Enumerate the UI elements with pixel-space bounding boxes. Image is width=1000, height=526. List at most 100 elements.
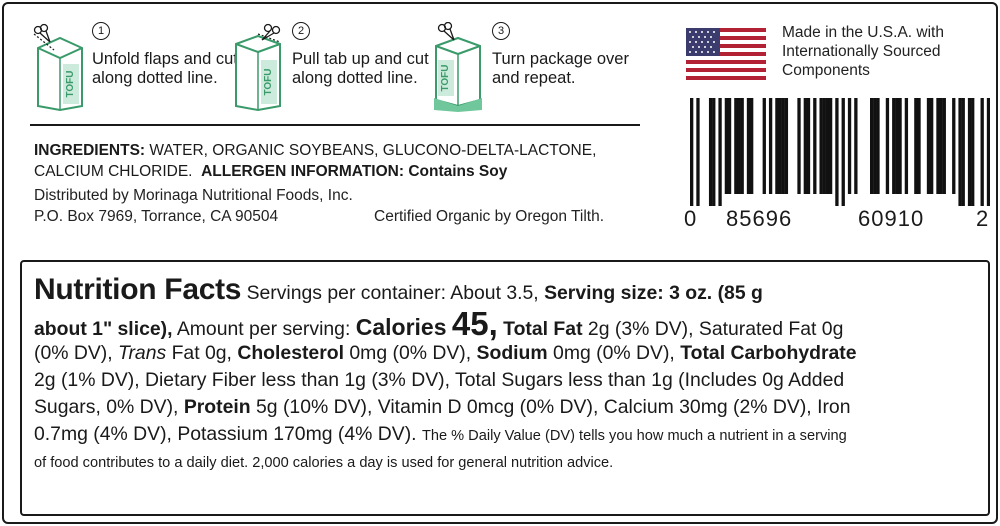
barcode-bar — [828, 98, 833, 194]
barcode-bar — [778, 98, 782, 194]
opening-instructions: TOFU 1 Unfold flaps and cut along dotted… — [30, 18, 640, 114]
iron-potassium-value: 0.7mg (4% DV), Potassium 170mg (4% DV). — [34, 423, 417, 445]
barcode-bar — [825, 98, 830, 194]
tofu-package-icon: TOFU — [434, 22, 482, 112]
organic-certification: Certified Organic by Oregon Tilth. — [374, 208, 605, 225]
distributor-block: Distributed by Morinaga Nutritional Food… — [34, 185, 684, 227]
daily-value-footnote: The % Daily Value (DV) tells you how muc… — [421, 428, 847, 444]
cholesterol-value: 0mg (0% DV), — [349, 342, 472, 364]
step-text: Unfold flaps and cut along dotted line. — [92, 50, 238, 87]
barcode-bar — [803, 98, 807, 194]
barcode-bar — [841, 98, 845, 206]
barcode-bar — [784, 98, 789, 194]
barcode-number-system-digit: 0 — [684, 206, 697, 231]
step-number: 2 — [292, 22, 310, 40]
barcode-bar — [734, 98, 738, 194]
barcode-bar — [750, 98, 754, 194]
ingredients-line-1: INGREDIENTS: WATER, ORGANIC SOYBEANS, GL… — [34, 140, 674, 161]
barcode-bar — [724, 98, 729, 194]
barcode-bar — [835, 98, 839, 206]
tofu-package-icon: TOFU — [33, 23, 83, 112]
barcode-bar — [727, 98, 732, 194]
barcode-left-group: 85696 — [726, 206, 793, 231]
total-fat-label: Total Fat — [503, 318, 583, 340]
barcode-bar — [708, 98, 713, 206]
barcode-bar — [696, 98, 700, 206]
barcode-bar — [781, 98, 785, 194]
barcode-bar — [740, 98, 744, 194]
barcode-bar — [936, 98, 940, 194]
step-text: Turn package over and repeat. — [492, 50, 629, 87]
barcode-right-group: 60910 — [858, 206, 925, 231]
barcode-bar — [967, 98, 972, 206]
tofu-package-icon: TOFU — [235, 23, 281, 112]
barcode-bar — [737, 98, 741, 194]
barcode-bar — [873, 98, 877, 194]
barcode-bar — [819, 98, 823, 194]
ingredients-text-cont: CALCIUM CHLORIDE. — [34, 163, 193, 180]
nutrition-line-6: 0.7mg (4% DV), Potassium 170mg (4% DV). … — [34, 421, 984, 450]
barcode-bar — [971, 98, 975, 206]
barcode-digits: 0 85696 60910 2 — [678, 206, 998, 231]
distributor-row: P.O. Box 7969, Torrance, CA 90504 Certif… — [34, 206, 684, 227]
distributor-address: P.O. Box 7969, Torrance, CA 90504 — [34, 208, 279, 225]
package-brand-text: TOFU — [440, 64, 451, 91]
barcode-bar — [952, 98, 956, 194]
barcode-bar — [898, 98, 902, 194]
protein-value: 5g (10% DV), Vitamin D 0mcg (0% DV), Cal… — [256, 396, 851, 418]
step-number: 1 — [92, 22, 110, 40]
barcode-bar — [914, 98, 918, 194]
distributor-name: Distributed by Morinaga Nutritional Food… — [34, 187, 353, 204]
total-carbohydrate-label: Total Carbohydrate — [680, 342, 857, 364]
barcode-bar — [746, 98, 751, 194]
barcode-bar — [958, 98, 962, 206]
barcode-bar — [822, 98, 826, 194]
package-brand-text: TOFU — [263, 68, 274, 95]
total-carbohydrate-value: 2g (1% DV), Dietary Fiber less than 1g (… — [34, 369, 845, 391]
barcode-bar — [762, 98, 766, 194]
trans-fat-label: Trans — [118, 342, 167, 364]
barcode-bar — [942, 98, 946, 194]
package-brand-text: TOFU — [65, 70, 76, 97]
servings-per-container: Servings per container: About 3.5, — [246, 282, 539, 304]
upc-barcode — [690, 98, 990, 206]
barcode-bar — [930, 98, 934, 194]
barcode-bar — [939, 98, 943, 194]
barcode-bar — [980, 98, 984, 206]
nutrition-line-3: (0% DV), Trans Fat 0g, Cholesterol 0mg (… — [34, 340, 984, 367]
section-divider — [30, 124, 640, 126]
saturated-fat-dv: (0% DV), — [34, 342, 113, 364]
cholesterol-label: Cholesterol — [237, 342, 344, 364]
barcode-bar — [806, 98, 811, 194]
barcode-bar — [797, 98, 801, 194]
nutrition-line-5: Sugars, 0% DV), Protein 5g (10% DV), Vit… — [34, 394, 984, 421]
barcode-bar — [847, 98, 852, 194]
barcode-bar — [885, 98, 890, 194]
barcode-bar — [775, 98, 779, 194]
us-flag-icon — [686, 28, 766, 80]
nutrition-facts-text: Nutrition Facts Servings per container: … — [34, 272, 984, 477]
sodium-label: Sodium — [476, 342, 548, 364]
sodium-value: 0mg (0% DV), — [553, 342, 675, 364]
barcode-bar — [712, 98, 716, 206]
nutrition-line-2: about 1" slice), Amount per serving: Cal… — [34, 305, 984, 342]
total-fat-value: 2g (3% DV), Saturated Fat 0g — [587, 318, 844, 340]
calories-value: 45, — [451, 305, 498, 342]
barcode-bar — [813, 98, 817, 194]
barcode-bar — [870, 98, 874, 194]
allergen-information: ALLERGEN INFORMATION: Contains Soy — [201, 163, 508, 180]
barcode-bar — [961, 98, 965, 206]
protein-label: Protein — [183, 396, 251, 418]
ingredients-line-2: CALCIUM CHLORIDE. ALLERGEN INFORMATION: … — [34, 161, 674, 182]
barcode-bar — [917, 98, 921, 194]
barcode-bar — [892, 98, 896, 194]
calories-label: Calories — [355, 314, 447, 340]
barcode-bar — [895, 98, 899, 194]
barcode-bar — [768, 98, 773, 194]
barcode-bar — [926, 98, 931, 194]
barcode-bar — [690, 98, 694, 206]
barcode-bar — [876, 98, 880, 194]
nutrition-line-7: of food contributes to a daily diet. 2,0… — [34, 450, 984, 477]
barcode-bar — [986, 98, 990, 206]
